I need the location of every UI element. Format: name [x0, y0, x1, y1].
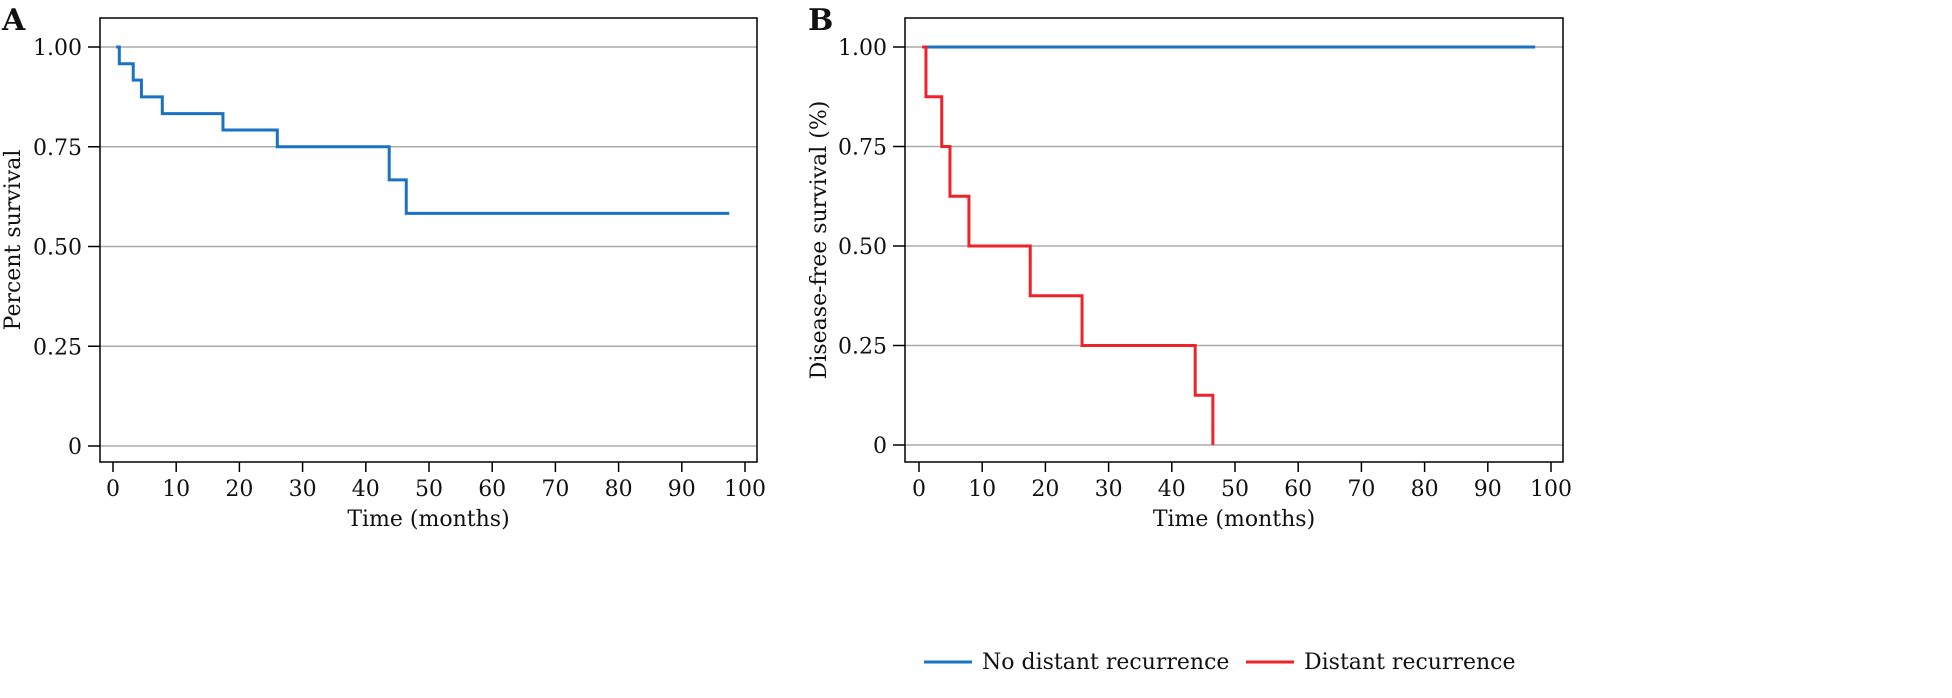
- panel-label: B: [808, 3, 833, 38]
- y-axis-label: Disease-free survival (%): [807, 101, 832, 380]
- x-tick-label: 30: [1095, 477, 1123, 502]
- y-tick-label: 0: [873, 434, 887, 459]
- x-tick-label: 0: [912, 477, 926, 502]
- y-tick-label: 0.25: [838, 335, 887, 360]
- panel-a: 0 0.25 0.50 0.75 1.00 0 10 20 30 40 50 60 70 80 90 100 T…: [1, 3, 766, 532]
- plot-frame: [904, 17, 1564, 463]
- x-tick-label: 60: [478, 477, 506, 502]
- x-axis-label: Time (months): [1153, 507, 1315, 532]
- panel-label: A: [1, 3, 26, 38]
- x-tick-label: 30: [289, 477, 317, 502]
- y-axis-label: Percent survival: [1, 150, 26, 331]
- x-tick-label: 90: [668, 477, 696, 502]
- y-tick-label: 0.50: [838, 235, 887, 260]
- x-tick-label: 40: [352, 477, 380, 502]
- y-tick-label: 1.00: [838, 36, 887, 61]
- x-tick-label: 10: [162, 477, 190, 502]
- series-line-0: [116, 45, 730, 215]
- x-tick-label: 10: [968, 477, 996, 502]
- series-line-distant-recurrence: [922, 45, 1215, 445]
- panel-b: 0 0.25 0.50 0.75 1.00 0 10 20 30 40 50 60 70 80 90 100 T…: [807, 3, 1572, 675]
- legend-label: No distant recurrence: [982, 650, 1229, 675]
- x-tick-label: 100: [724, 477, 766, 502]
- y-tick-label: 0.50: [33, 236, 82, 261]
- y-tick-label: 0.25: [33, 335, 82, 360]
- legend-label: Distant recurrence: [1304, 650, 1516, 675]
- x-tick-label: 70: [1347, 477, 1375, 502]
- x-tick-label: 50: [1221, 477, 1249, 502]
- x-tick-label: 80: [605, 477, 633, 502]
- y-tick-label: 0.75: [33, 136, 82, 161]
- x-tick-label: 20: [225, 477, 253, 502]
- x-tick-label: 70: [541, 477, 569, 502]
- x-tick-label: 40: [1158, 477, 1186, 502]
- x-tick-label: 20: [1031, 477, 1059, 502]
- x-axis-label: Time (months): [347, 507, 509, 532]
- y-tick-label: 0.75: [838, 136, 887, 161]
- y-tick-label: 0: [68, 435, 82, 460]
- x-tick-label: 100: [1530, 477, 1572, 502]
- x-tick-label: 80: [1411, 477, 1439, 502]
- x-tick-label: 50: [415, 477, 443, 502]
- y-tick-label: 1.00: [33, 36, 82, 61]
- plot-frame: [99, 17, 758, 463]
- x-tick-label: 60: [1284, 477, 1312, 502]
- x-tick-label: 0: [106, 477, 120, 502]
- legend: No distant recurrence Distant recurrence: [924, 650, 1516, 675]
- x-tick-label: 90: [1474, 477, 1502, 502]
